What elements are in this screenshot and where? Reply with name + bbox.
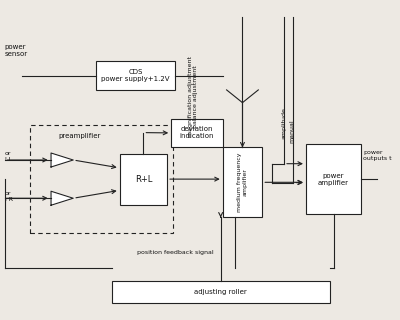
Bar	[120, 154, 167, 204]
Text: magnification adjustment
balance adjustment: magnification adjustment balance adjustm…	[188, 56, 198, 137]
Bar	[306, 144, 361, 214]
Text: power
amplifier: power amplifier	[318, 172, 349, 186]
Bar	[30, 125, 173, 233]
Text: power
outputs t: power outputs t	[363, 150, 392, 161]
Text: CDS
power supply+1.2V: CDS power supply+1.2V	[101, 69, 170, 82]
Text: medium frequency
amplifier: medium frequency amplifier	[237, 153, 248, 212]
Bar	[112, 281, 330, 303]
Text: adjusting roller: adjusting roller	[194, 289, 247, 295]
Text: amplitude: amplitude	[282, 108, 286, 139]
Polygon shape	[51, 153, 73, 167]
Text: deviation
indication: deviation indication	[180, 126, 214, 140]
Text: manual: manual	[290, 119, 294, 143]
Polygon shape	[51, 191, 73, 205]
Text: preamplifier: preamplifier	[58, 133, 100, 139]
Text: R+L: R+L	[135, 175, 152, 184]
Bar	[96, 61, 175, 90]
Bar	[223, 147, 262, 217]
Text: or
l L: or l L	[5, 151, 12, 162]
Text: position feedback signal: position feedback signal	[137, 250, 213, 255]
Text: power
sensor: power sensor	[5, 44, 28, 57]
Bar	[171, 119, 223, 147]
Text: or
l R: or l R	[5, 191, 13, 202]
